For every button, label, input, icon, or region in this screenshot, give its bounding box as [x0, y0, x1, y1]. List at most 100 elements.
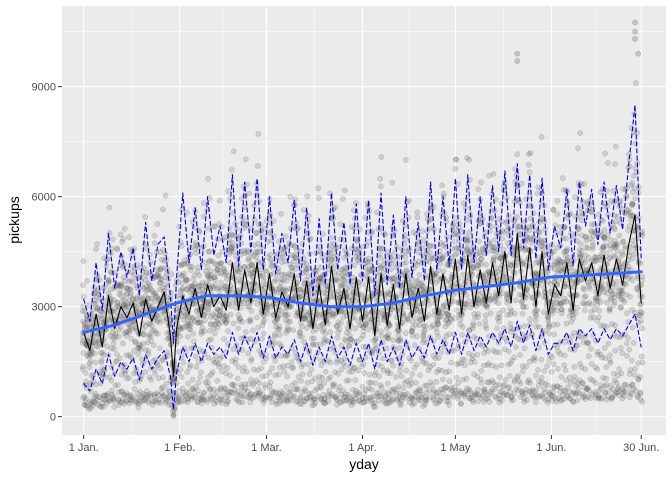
scatter-point — [632, 80, 639, 86]
scatter-point — [268, 399, 275, 405]
scatter-point — [404, 317, 411, 324]
scatter-point — [119, 396, 126, 403]
scatter-point — [98, 350, 104, 356]
scatter-point — [561, 352, 568, 359]
scatter-point — [525, 151, 532, 157]
scatter-point — [155, 271, 162, 277]
scatter-point — [101, 320, 108, 326]
scatter-point — [129, 396, 135, 402]
scatter-point — [83, 395, 89, 402]
scatter-point — [202, 317, 208, 324]
scatter-point — [114, 300, 121, 306]
scatter-point — [475, 186, 482, 193]
scatter-point — [403, 157, 409, 163]
scatter-point — [531, 357, 538, 364]
scatter-point — [527, 316, 533, 322]
scatter-point — [83, 324, 90, 331]
scatter-point — [389, 231, 396, 238]
scatter-point — [519, 368, 526, 375]
scatter-point — [539, 246, 545, 253]
scatter-point — [178, 262, 185, 268]
scatter-point — [470, 399, 477, 405]
scatter-point — [187, 263, 193, 270]
scatter-point — [419, 228, 425, 235]
scatter-point — [151, 393, 158, 400]
scatter-point — [577, 241, 584, 247]
scatter-point — [246, 190, 253, 197]
scatter-point — [271, 278, 278, 285]
scatter-point — [145, 347, 152, 354]
scatter-point — [81, 308, 88, 314]
scatter-point — [632, 366, 638, 372]
scatter-point — [160, 384, 166, 391]
scatter-point — [81, 324, 88, 330]
scatter-point — [253, 287, 260, 294]
scatter-point — [305, 273, 312, 280]
outlier-point — [170, 411, 177, 418]
scatter-point — [154, 362, 161, 369]
scatter-point — [499, 290, 506, 296]
scatter-point — [550, 206, 557, 213]
scatter-point — [532, 372, 539, 379]
scatter-point — [155, 392, 162, 398]
scatter-point — [90, 402, 96, 409]
scatter-point — [490, 170, 497, 177]
scatter-point — [123, 291, 129, 298]
scatter-point — [446, 402, 452, 408]
scatter-point — [330, 313, 337, 320]
scatter-point — [155, 316, 162, 323]
scatter-point — [92, 300, 99, 307]
scatter-point — [93, 246, 99, 253]
scatter-point — [582, 259, 589, 265]
scatter-point — [128, 335, 135, 342]
scatter-point — [603, 250, 610, 257]
scatter-point — [108, 364, 115, 370]
scatter-point — [181, 270, 187, 277]
scatter-point — [532, 399, 539, 406]
scatter-point — [86, 360, 93, 367]
scatter-point — [439, 182, 446, 189]
scatter-point — [623, 281, 629, 287]
scatter-point — [109, 236, 116, 243]
scatter-point — [222, 317, 228, 324]
scatter-point — [607, 357, 613, 364]
scatter-point — [257, 266, 264, 273]
scatter-point — [185, 390, 192, 396]
scatter-point — [437, 260, 443, 267]
scatter-point — [287, 318, 294, 325]
scatter-point — [247, 318, 254, 324]
scatter-point — [87, 351, 93, 358]
scatter-point — [117, 324, 124, 331]
scatter-point — [626, 346, 633, 353]
scatter-point — [97, 296, 103, 303]
scatter-point — [443, 218, 449, 225]
scatter-point — [287, 388, 294, 395]
scatter-point — [123, 284, 130, 291]
scatter-point — [290, 364, 296, 371]
scatter-point — [466, 229, 472, 236]
scatter-point — [190, 386, 196, 393]
scatter-point — [602, 355, 609, 361]
scatter-point — [488, 377, 495, 384]
scatter-point — [288, 302, 295, 309]
major-grid — [62, 6, 666, 435]
scatter-point — [176, 388, 183, 394]
scatter-point — [409, 371, 415, 377]
scatter-point — [585, 245, 591, 252]
scatter-point — [327, 329, 334, 335]
scatter-point — [100, 352, 107, 358]
scatter-point — [398, 373, 405, 380]
scatter-point — [476, 321, 483, 327]
scatter-point — [148, 333, 154, 340]
scatter-point — [179, 385, 186, 392]
scatter-point — [419, 245, 425, 251]
scatter-point — [422, 323, 429, 330]
scatter-point — [157, 286, 164, 293]
scatter-point — [612, 218, 619, 225]
scatter-point — [189, 264, 196, 270]
scatter-point — [638, 353, 645, 360]
scatter-point — [287, 193, 294, 200]
outlier-point — [635, 50, 641, 57]
scatter-point — [152, 290, 158, 296]
scatter-point — [470, 320, 476, 327]
